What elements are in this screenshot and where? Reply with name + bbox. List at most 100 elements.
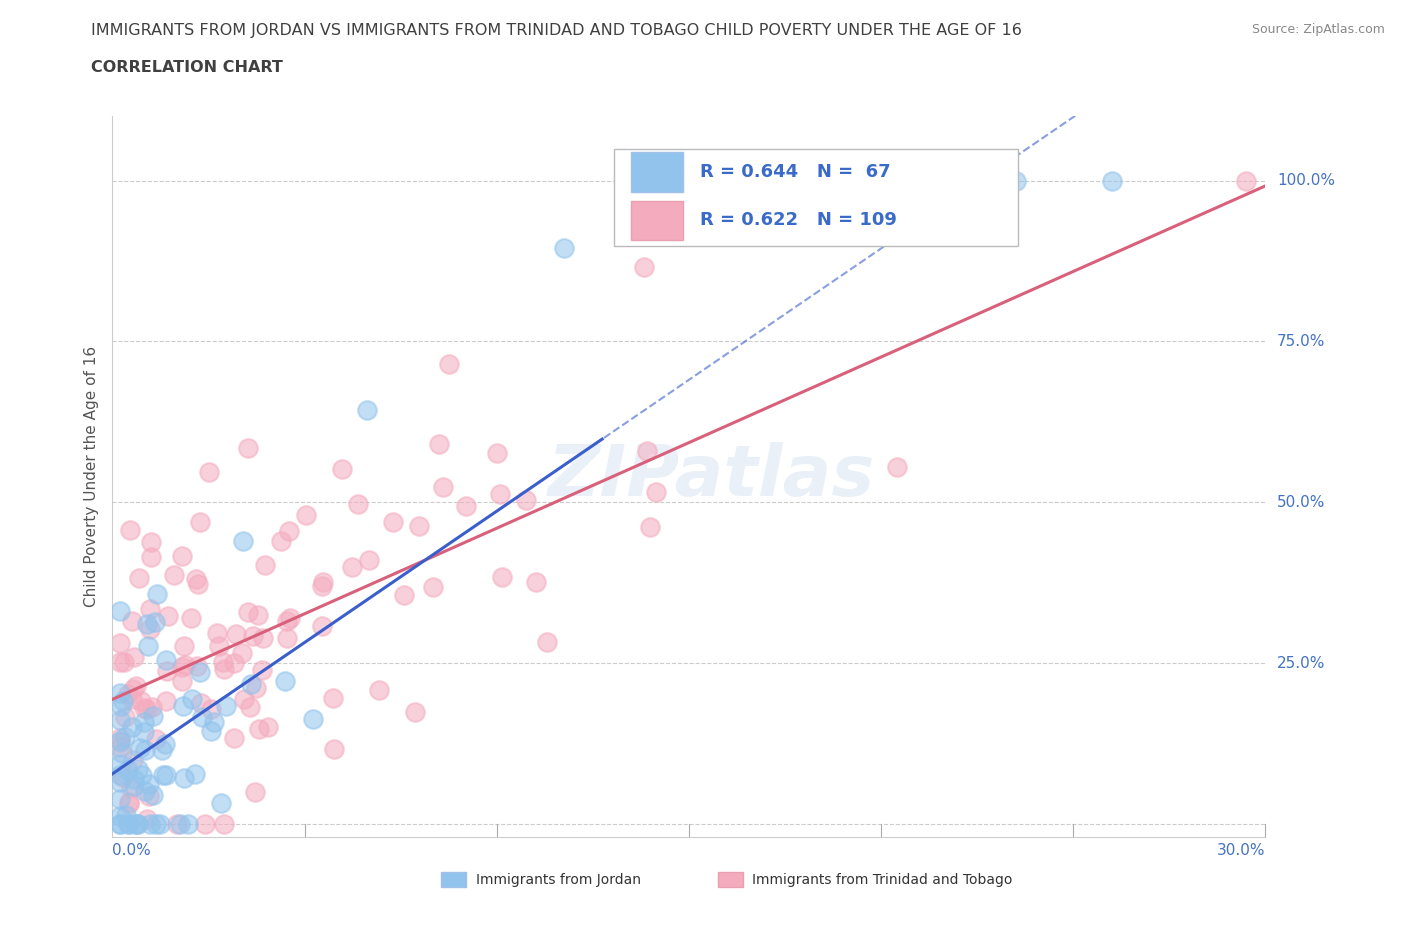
- Point: [139, 817, 162, 831]
- Point: [118, 523, 141, 538]
- Point: [149, 817, 172, 831]
- Point: [145, 732, 167, 747]
- Point: [437, 357, 460, 372]
- Point: [110, 808, 132, 823]
- Point: [638, 520, 661, 535]
- Point: [166, 817, 188, 831]
- Point: [173, 638, 195, 653]
- Point: [1004, 173, 1026, 188]
- Point: [232, 534, 254, 549]
- Point: [250, 662, 273, 677]
- Point: [340, 560, 363, 575]
- Point: [124, 817, 146, 831]
- Point: [121, 682, 143, 697]
- Point: [108, 768, 131, 783]
- Point: [427, 436, 450, 451]
- Point: [295, 507, 318, 522]
- Point: [115, 808, 138, 823]
- Point: [276, 613, 298, 628]
- Point: [311, 578, 333, 593]
- Point: [186, 571, 208, 586]
- Point: [134, 743, 156, 758]
- Point: [136, 812, 159, 827]
- Point: [225, 627, 247, 642]
- Point: [110, 698, 132, 713]
- Point: [302, 711, 325, 726]
- Point: [120, 781, 142, 796]
- Point: [212, 654, 235, 669]
- Point: [135, 702, 157, 717]
- Point: [131, 767, 153, 782]
- Point: [108, 685, 131, 700]
- Point: [117, 686, 139, 701]
- Point: [108, 735, 131, 750]
- Point: [118, 794, 141, 809]
- Point: [169, 817, 191, 831]
- Bar: [631, 153, 683, 192]
- Point: [489, 486, 512, 501]
- Point: [173, 770, 195, 785]
- Point: [215, 698, 238, 713]
- Text: ZIPatlas: ZIPatlas: [548, 442, 876, 512]
- Point: [177, 817, 200, 831]
- Point: [108, 817, 131, 831]
- Point: [157, 608, 180, 623]
- Point: [240, 677, 263, 692]
- Point: [122, 752, 145, 767]
- Point: [172, 698, 194, 713]
- Point: [108, 739, 131, 754]
- Point: [432, 480, 454, 495]
- Point: [117, 763, 139, 777]
- Bar: [631, 201, 683, 240]
- Point: [112, 654, 135, 669]
- Point: [128, 571, 150, 586]
- Point: [111, 746, 134, 761]
- Point: [138, 777, 160, 791]
- Point: [145, 817, 167, 831]
- Point: [108, 731, 131, 746]
- Point: [209, 795, 232, 810]
- Point: [187, 577, 209, 591]
- Point: [205, 626, 228, 641]
- Point: [359, 552, 381, 567]
- Point: [274, 673, 297, 688]
- Point: [645, 485, 668, 499]
- Point: [117, 796, 139, 811]
- Point: [181, 692, 204, 707]
- Point: [633, 259, 655, 274]
- Point: [163, 568, 186, 583]
- Point: [247, 722, 270, 737]
- Point: [135, 617, 157, 631]
- Point: [322, 741, 344, 756]
- Point: [246, 607, 269, 622]
- Text: 50.0%: 50.0%: [1277, 495, 1326, 510]
- Point: [330, 462, 353, 477]
- Point: [112, 694, 135, 709]
- Point: [408, 519, 430, 534]
- Point: [152, 767, 174, 782]
- Point: [238, 699, 260, 714]
- Point: [156, 663, 179, 678]
- Point: [392, 588, 415, 603]
- Point: [245, 680, 267, 695]
- Point: [155, 653, 177, 668]
- Point: [347, 497, 370, 512]
- Bar: [718, 871, 744, 887]
- Point: [276, 631, 298, 645]
- Text: Immigrants from Trinidad and Tobago: Immigrants from Trinidad and Tobago: [752, 872, 1012, 886]
- Point: [214, 817, 236, 831]
- Point: [243, 785, 266, 800]
- Point: [117, 817, 139, 831]
- Point: [536, 634, 558, 649]
- Point: [124, 679, 146, 694]
- Point: [404, 705, 426, 720]
- Point: [174, 658, 197, 672]
- Point: [200, 724, 222, 738]
- Point: [127, 762, 149, 777]
- Point: [108, 655, 131, 670]
- Point: [150, 743, 173, 758]
- Point: [132, 700, 155, 715]
- Point: [382, 514, 405, 529]
- Point: [515, 493, 537, 508]
- Point: [198, 465, 221, 480]
